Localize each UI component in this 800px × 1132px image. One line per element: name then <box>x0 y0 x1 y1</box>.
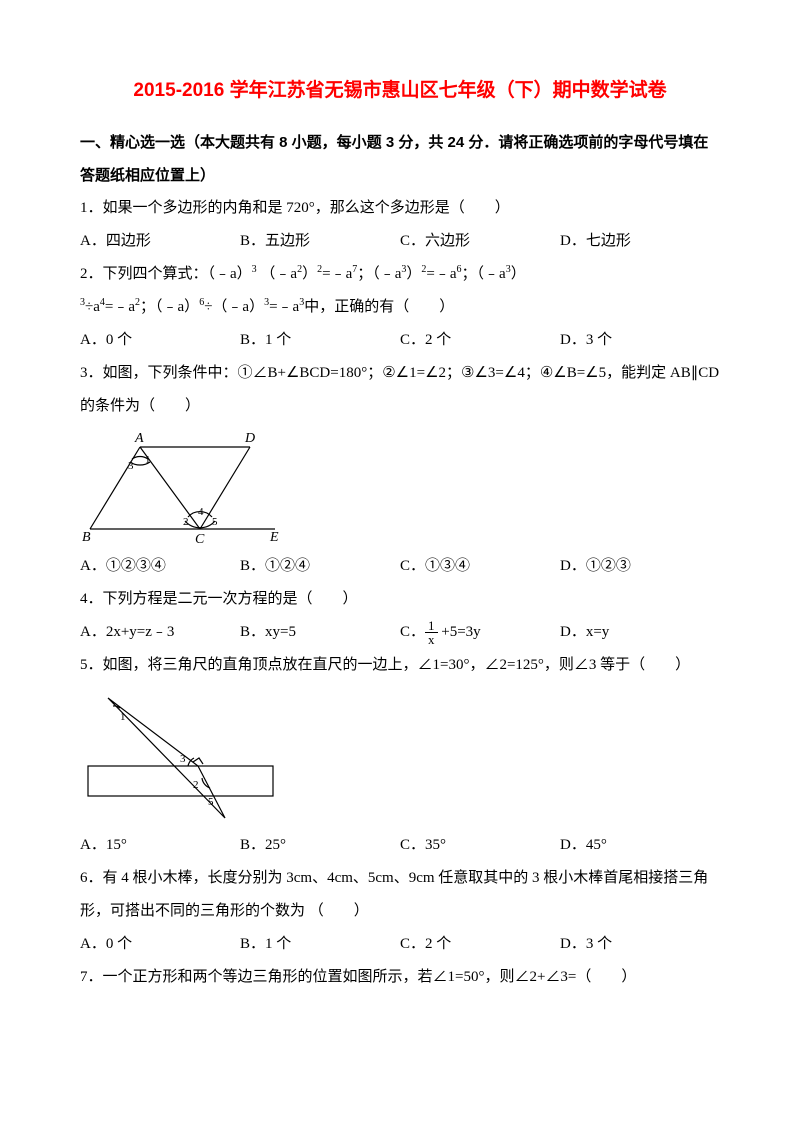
q5-opt-b: B．25° <box>240 829 400 862</box>
q2-l2-a: ÷a <box>85 299 100 315</box>
svg-text:3: 3 <box>128 460 134 472</box>
q3-text: 3．如图，下列条件中：①∠B+∠BCD=180°；②∠1=∠2；③∠3=∠4；④… <box>80 357 720 423</box>
q5-opt-a: A．15° <box>80 829 240 862</box>
q2-opt-c: C．2 个 <box>400 324 560 357</box>
q2-l1-b: （﹣a <box>260 266 297 282</box>
svg-text:5: 5 <box>212 516 218 528</box>
q1-options: A．四边形 B．五边形 C．六边形 D．七边形 <box>80 225 720 258</box>
q4-opt-c: C．1x +5=3y <box>400 616 560 649</box>
q3-opt-d: D．①②③ <box>560 550 720 583</box>
svg-text:D: D <box>244 431 255 446</box>
q2-l1-i: ） <box>511 266 526 282</box>
q1-opt-c: C．六边形 <box>400 225 560 258</box>
q2-line2: 3÷a4=﹣a2；（﹣a）6÷（﹣a）3=﹣a3中，正确的有（ ） <box>80 291 720 324</box>
q4-text: 4．下列方程是二元一次方程的是（ ） <box>80 583 720 616</box>
q2-opt-b: B．1 个 <box>240 324 400 357</box>
q2-l2-e: =﹣a <box>269 299 299 315</box>
q2-l1-g: =﹣a <box>426 266 456 282</box>
q1-text: 1．如果一个多边形的内角和是 720°，那么这个多边形是（ ） <box>80 192 720 225</box>
q4-c-suffix: +5=3y <box>438 624 481 640</box>
q1-opt-a: A．四边形 <box>80 225 240 258</box>
svg-text:A: A <box>134 431 144 446</box>
svg-text:E: E <box>269 530 279 544</box>
q2-opt-d: D．3 个 <box>560 324 720 357</box>
q2-line1: 2．下列四个算式：（﹣a）3 （﹣a2）2=﹣a7；（﹣a3）2=﹣a6；（﹣a… <box>80 258 720 291</box>
q5-opt-c: C．35° <box>400 829 560 862</box>
q2-l1-a: 2．下列四个算式：（﹣a） <box>80 266 252 282</box>
q4-opt-a: A．2x+y=z﹣3 <box>80 616 240 649</box>
q2-l2-c: ；（﹣a） <box>140 299 199 315</box>
q6-opt-b: B．1 个 <box>240 928 400 961</box>
q5-text: 5．如图，将三角尺的直角顶点放在直尺的一边上，∠1=30°，∠2=125°，则∠… <box>80 649 720 682</box>
svg-text:1: 1 <box>145 454 151 466</box>
q3-figure: A D B C E 1 3 2 4 5 <box>80 429 720 544</box>
q4-opt-d: D．x=y <box>560 616 720 649</box>
svg-text:C: C <box>195 532 205 544</box>
q7-text: 7．一个正方形和两个等边三角形的位置如图所示，若∠1=50°，则∠2+∠3=（ … <box>80 961 720 994</box>
svg-text:B: B <box>82 530 91 544</box>
svg-text:2: 2 <box>193 779 199 791</box>
sup-3: 3 <box>252 264 257 275</box>
q2-l2-f: 中，正确的有（ ） <box>304 299 454 315</box>
frac-den: x <box>425 633 438 646</box>
q5-options: A．15° B．25° C．35° D．45° <box>80 829 720 862</box>
q2-options: A．0 个 B．1 个 C．2 个 D．3 个 <box>80 324 720 357</box>
q6-opt-d: D．3 个 <box>560 928 720 961</box>
q1-opt-b: B．五边形 <box>240 225 400 258</box>
q3-opt-c: C．①③④ <box>400 550 560 583</box>
q2-l1-e: ；（﹣a <box>357 266 401 282</box>
q3-opt-a: A．①②③④ <box>80 550 240 583</box>
exam-title: 2015-2016 学年江苏省无锡市惠山区七年级（下）期中数学试卷 <box>80 70 720 112</box>
q2-l1-f: ） <box>406 266 421 282</box>
q3-options: A．①②③④ B．①②④ C．①③④ D．①②③ <box>80 550 720 583</box>
svg-text:3: 3 <box>180 753 186 765</box>
q2-l2-b: =﹣a <box>105 299 135 315</box>
svg-text:4: 4 <box>198 506 204 518</box>
q5-opt-d: D．45° <box>560 829 720 862</box>
q2-l2-d: ÷（﹣a） <box>204 299 264 315</box>
q3-opt-b: B．①②④ <box>240 550 400 583</box>
q6-opt-c: C．2 个 <box>400 928 560 961</box>
fraction-icon: 1x <box>425 619 438 646</box>
q4-options: A．2x+y=z﹣3 B．xy=5 C．1x +5=3y D．x=y <box>80 616 720 649</box>
q6-text: 6．有 4 根小木棒，长度分别为 3cm、4cm、5cm、9cm 任意取其中的 … <box>80 862 720 928</box>
q4-opt-b: B．xy=5 <box>240 616 400 649</box>
svg-text:2: 2 <box>183 516 189 528</box>
section-1-header: 一、精心选一选（本大题共有 8 小题，每小题 3 分，共 24 分．请将正确选项… <box>80 126 720 192</box>
q1-opt-d: D．七边形 <box>560 225 720 258</box>
svg-text:1: 1 <box>120 711 126 723</box>
q6-opt-a: A．0 个 <box>80 928 240 961</box>
q2-l1-h: ；（﹣a <box>462 266 506 282</box>
q5-figure: 1 3 2 5 <box>80 688 720 823</box>
q6-options: A．0 个 B．1 个 C．2 个 D．3 个 <box>80 928 720 961</box>
q4-c-prefix: C． <box>400 624 425 640</box>
q2-l1-c: ） <box>302 266 317 282</box>
q2-opt-a: A．0 个 <box>80 324 240 357</box>
q2-l1-d: =﹣a <box>322 266 352 282</box>
frac-num: 1 <box>425 619 438 633</box>
svg-text:5: 5 <box>208 796 214 808</box>
